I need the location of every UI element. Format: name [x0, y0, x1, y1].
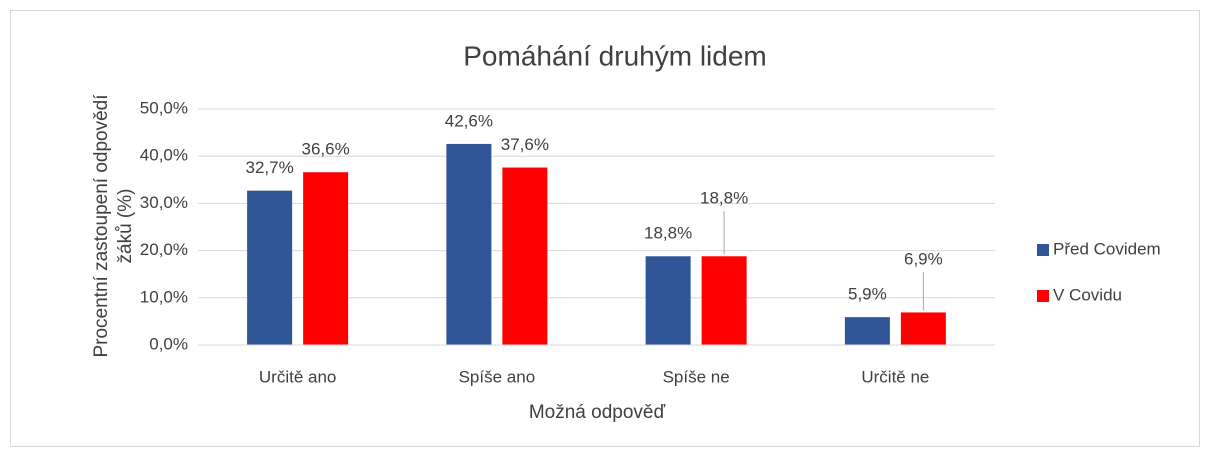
- data-label: 6,9%: [904, 250, 943, 269]
- x-tick-label: Určitě ano: [259, 367, 336, 386]
- bar: [900, 312, 946, 345]
- data-label: 42,6%: [445, 111, 493, 130]
- y-tick-label: 40,0%: [140, 146, 188, 165]
- y-tick-label: 10,0%: [140, 287, 188, 306]
- y-tick-label: 50,0%: [140, 98, 188, 117]
- bar: [844, 317, 890, 345]
- bar: [446, 143, 492, 345]
- chart-title: Pomáhání druhým lidem: [463, 40, 766, 71]
- y-tick-label: 30,0%: [140, 193, 188, 212]
- bar: [502, 167, 548, 345]
- data-label: 5,9%: [848, 285, 887, 304]
- bar: [303, 172, 349, 345]
- bar: [645, 256, 691, 345]
- x-axis-label: Možná odpověď: [529, 402, 666, 423]
- data-label: 32,7%: [246, 158, 294, 177]
- y-tick-label: 20,0%: [140, 240, 188, 259]
- legend-label: Před Covidem: [1053, 239, 1161, 258]
- legend-swatch: [1037, 244, 1049, 256]
- data-label: 37,6%: [501, 135, 549, 154]
- y-tick-label: 0,0%: [149, 334, 188, 353]
- bar: [701, 256, 747, 345]
- data-label: 36,6%: [302, 140, 350, 159]
- bar: [247, 190, 293, 345]
- data-label: 18,8%: [700, 189, 748, 208]
- x-tick-label: Spíše ne: [663, 367, 730, 386]
- data-label: 18,8%: [644, 224, 692, 243]
- x-tick-label: Určitě ne: [861, 367, 929, 386]
- x-tick-label: Spíše ano: [459, 367, 536, 386]
- chart-border: [10, 10, 1200, 447]
- legend-swatch: [1037, 290, 1049, 302]
- y-axis-label: Procentní zastoupení odpovědí žáků (%): [91, 94, 136, 358]
- legend-label: V Covidu: [1053, 285, 1122, 304]
